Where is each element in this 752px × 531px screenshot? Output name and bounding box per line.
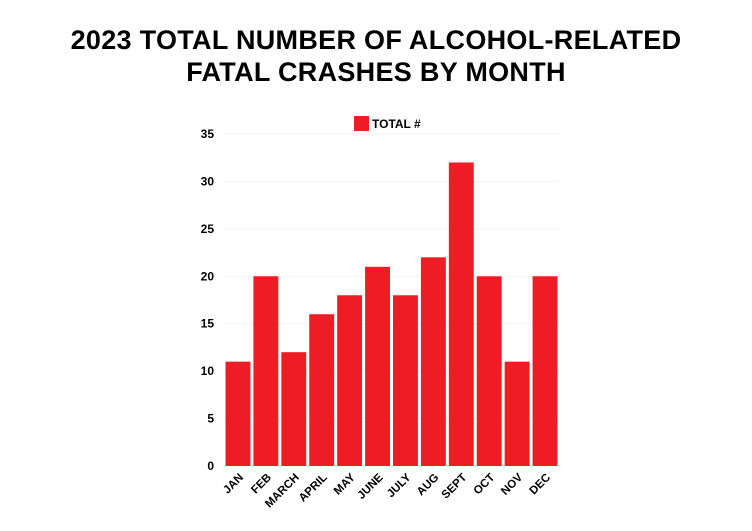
y-tick-label: 10 <box>201 364 215 378</box>
x-tick-label: FEB <box>249 472 274 497</box>
y-tick-label: 25 <box>201 222 215 236</box>
y-tick-label: 5 <box>207 412 214 426</box>
x-tick-label: MAY <box>332 471 358 497</box>
y-tick-label: 15 <box>201 317 215 331</box>
chart-title-line2: FATAL CRASHES BY MONTH <box>186 57 566 87</box>
legend-label: TOTAL # <box>372 117 421 131</box>
legend-swatch <box>354 116 369 131</box>
gridlines <box>224 133 559 420</box>
bar-sept[interactable] <box>448 162 474 466</box>
chart-title-line1: 2023 TOTAL NUMBER OF ALCOHOL-RELATED <box>70 25 682 55</box>
x-tick-label: JAN <box>221 472 246 497</box>
legend[interactable]: TOTAL # <box>354 116 421 131</box>
bar-jan[interactable] <box>225 361 251 466</box>
bars <box>225 162 558 466</box>
x-tick-label: DEC <box>528 472 554 498</box>
bar-march[interactable] <box>281 352 307 466</box>
x-tick-label: OCT <box>472 472 498 498</box>
y-tick-label: 20 <box>201 269 215 283</box>
bar-april[interactable] <box>309 314 335 466</box>
bar-june[interactable] <box>365 266 390 466</box>
bar-feb[interactable] <box>253 276 279 466</box>
y-tick-label: 0 <box>207 459 214 473</box>
bar-nov[interactable] <box>504 361 530 466</box>
x-tick-label: SEPT <box>440 472 470 502</box>
bar-oct[interactable] <box>476 276 502 466</box>
y-axis-ticks: 0 5 10 15 20 25 30 35 <box>201 127 215 473</box>
bar-aug[interactable] <box>420 257 446 466</box>
x-tick-label: JULY <box>385 471 414 500</box>
x-tick-label: JUNE <box>355 471 385 501</box>
x-tick-label: NOV <box>499 471 525 497</box>
chart-title: 2023 TOTAL NUMBER OF ALCOHOL-RELATED FAT… <box>0 24 752 88</box>
y-tick-label: 35 <box>201 127 215 141</box>
x-tick-label: AUG <box>415 472 442 499</box>
bar-may[interactable] <box>337 295 363 466</box>
bar-dec[interactable] <box>532 276 558 466</box>
bar-july[interactable] <box>393 295 418 466</box>
y-tick-label: 30 <box>201 174 215 188</box>
x-tick-label: APRIL <box>297 472 330 505</box>
